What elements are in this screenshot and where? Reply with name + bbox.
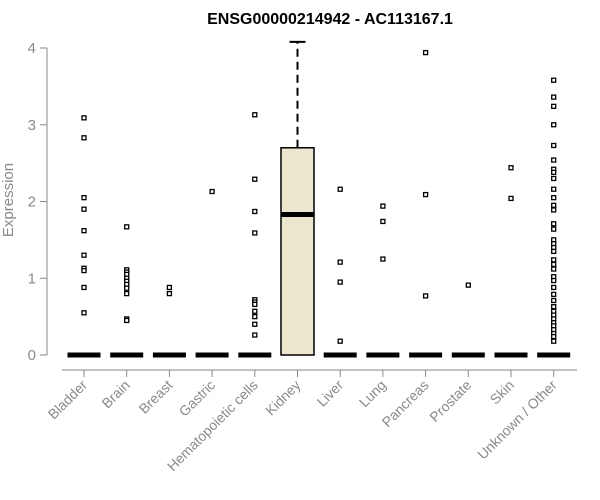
- outlier-point: [124, 224, 130, 230]
- outlier-point: [551, 284, 557, 291]
- x-tick-label: Bladder: [45, 377, 91, 423]
- x-tick-label: Prostate: [426, 377, 474, 425]
- outlier-point: [252, 308, 258, 314]
- outlier-point: [551, 186, 557, 192]
- outlier-point: [380, 203, 386, 209]
- y-tick-label: 2: [28, 194, 36, 211]
- outlier-point: [252, 230, 258, 236]
- outlier-point: [551, 202, 557, 208]
- outlier-point: [337, 259, 343, 265]
- outlier-point: [551, 297, 557, 304]
- outlier-point: [252, 301, 258, 307]
- outlier-point: [209, 188, 215, 195]
- box-iqr: [280, 147, 315, 356]
- x-tick-label: Pancreas: [379, 377, 432, 430]
- y-axis: 0 1 2 3 4: [28, 40, 48, 364]
- outlier-point: [551, 157, 557, 163]
- outlier-point: [252, 313, 258, 320]
- outlier-point: [166, 290, 173, 297]
- x-tick-label: Brain: [98, 377, 132, 411]
- outlier-point: [551, 226, 557, 232]
- outlier-point: [337, 338, 343, 344]
- y-axis-label: Expression: [0, 163, 17, 237]
- outlier-point: [551, 94, 557, 100]
- outlier-point: [551, 338, 557, 344]
- outlier-point: [508, 195, 514, 202]
- outlier-point: [337, 186, 343, 192]
- outlier-point: [551, 291, 557, 298]
- outlier-point: [252, 321, 258, 327]
- outlier-point: [551, 195, 557, 201]
- x-tick-label: Skin: [487, 377, 518, 408]
- outlier-point: [422, 49, 429, 56]
- y-tick-label: 0: [28, 347, 36, 364]
- outlier-point: [551, 103, 557, 109]
- outlier-point: [81, 206, 87, 212]
- outlier-point: [551, 207, 557, 213]
- outlier-point: [252, 332, 258, 338]
- outlier-point: [81, 310, 87, 316]
- outlier-point: [81, 228, 87, 234]
- x-tick-label: Breast: [136, 377, 176, 417]
- outlier-point: [252, 176, 258, 182]
- y-tick-label: 3: [28, 117, 36, 134]
- outlier-point: [422, 191, 429, 198]
- x-tick-label: Gastric: [176, 377, 219, 420]
- outlier-point: [124, 285, 130, 291]
- outlier-point: [551, 221, 557, 227]
- outlier-point: [551, 175, 557, 182]
- outlier-point: [551, 169, 557, 175]
- outlier-point: [465, 282, 471, 288]
- outlier-point: [252, 112, 258, 118]
- outlier-point: [380, 256, 386, 262]
- outlier-point: [81, 115, 87, 121]
- y-tick-label: 4: [28, 40, 36, 57]
- outlier-point: [166, 284, 173, 291]
- y-tick-label: 1: [28, 270, 36, 287]
- outlier-point: [81, 252, 87, 258]
- outlier-point: [551, 333, 557, 340]
- outlier-point: [422, 293, 429, 299]
- outlier-point: [337, 279, 343, 285]
- x-tick-label: Lung: [356, 377, 389, 410]
- x-tick-label: Kidney: [262, 377, 304, 419]
- outlier-point: [81, 267, 87, 274]
- outlier-point: [551, 257, 557, 263]
- outlier-point: [380, 218, 386, 225]
- outlier-point: [551, 248, 557, 255]
- outlier-point: [551, 277, 557, 284]
- outlier-point: [252, 208, 258, 215]
- outlier-point: [551, 122, 557, 128]
- outlier-point: [81, 195, 87, 201]
- plot-area: [67, 40, 571, 358]
- x-tick-label: Liver: [314, 377, 347, 410]
- outlier-point: [551, 303, 557, 310]
- chart-title: ENSG00000214942 - AC113167.1: [207, 11, 453, 28]
- outlier-point: [508, 165, 514, 171]
- outlier-point: [81, 135, 87, 141]
- outlier-point: [551, 266, 557, 272]
- outlier-point: [124, 290, 130, 297]
- x-tick-label: Unknown / Other: [474, 377, 560, 463]
- outlier-point: [124, 317, 130, 324]
- outlier-point: [81, 284, 87, 291]
- outlier-point: [551, 142, 557, 149]
- outlier-point: [551, 261, 557, 268]
- outlier-point: [551, 77, 557, 83]
